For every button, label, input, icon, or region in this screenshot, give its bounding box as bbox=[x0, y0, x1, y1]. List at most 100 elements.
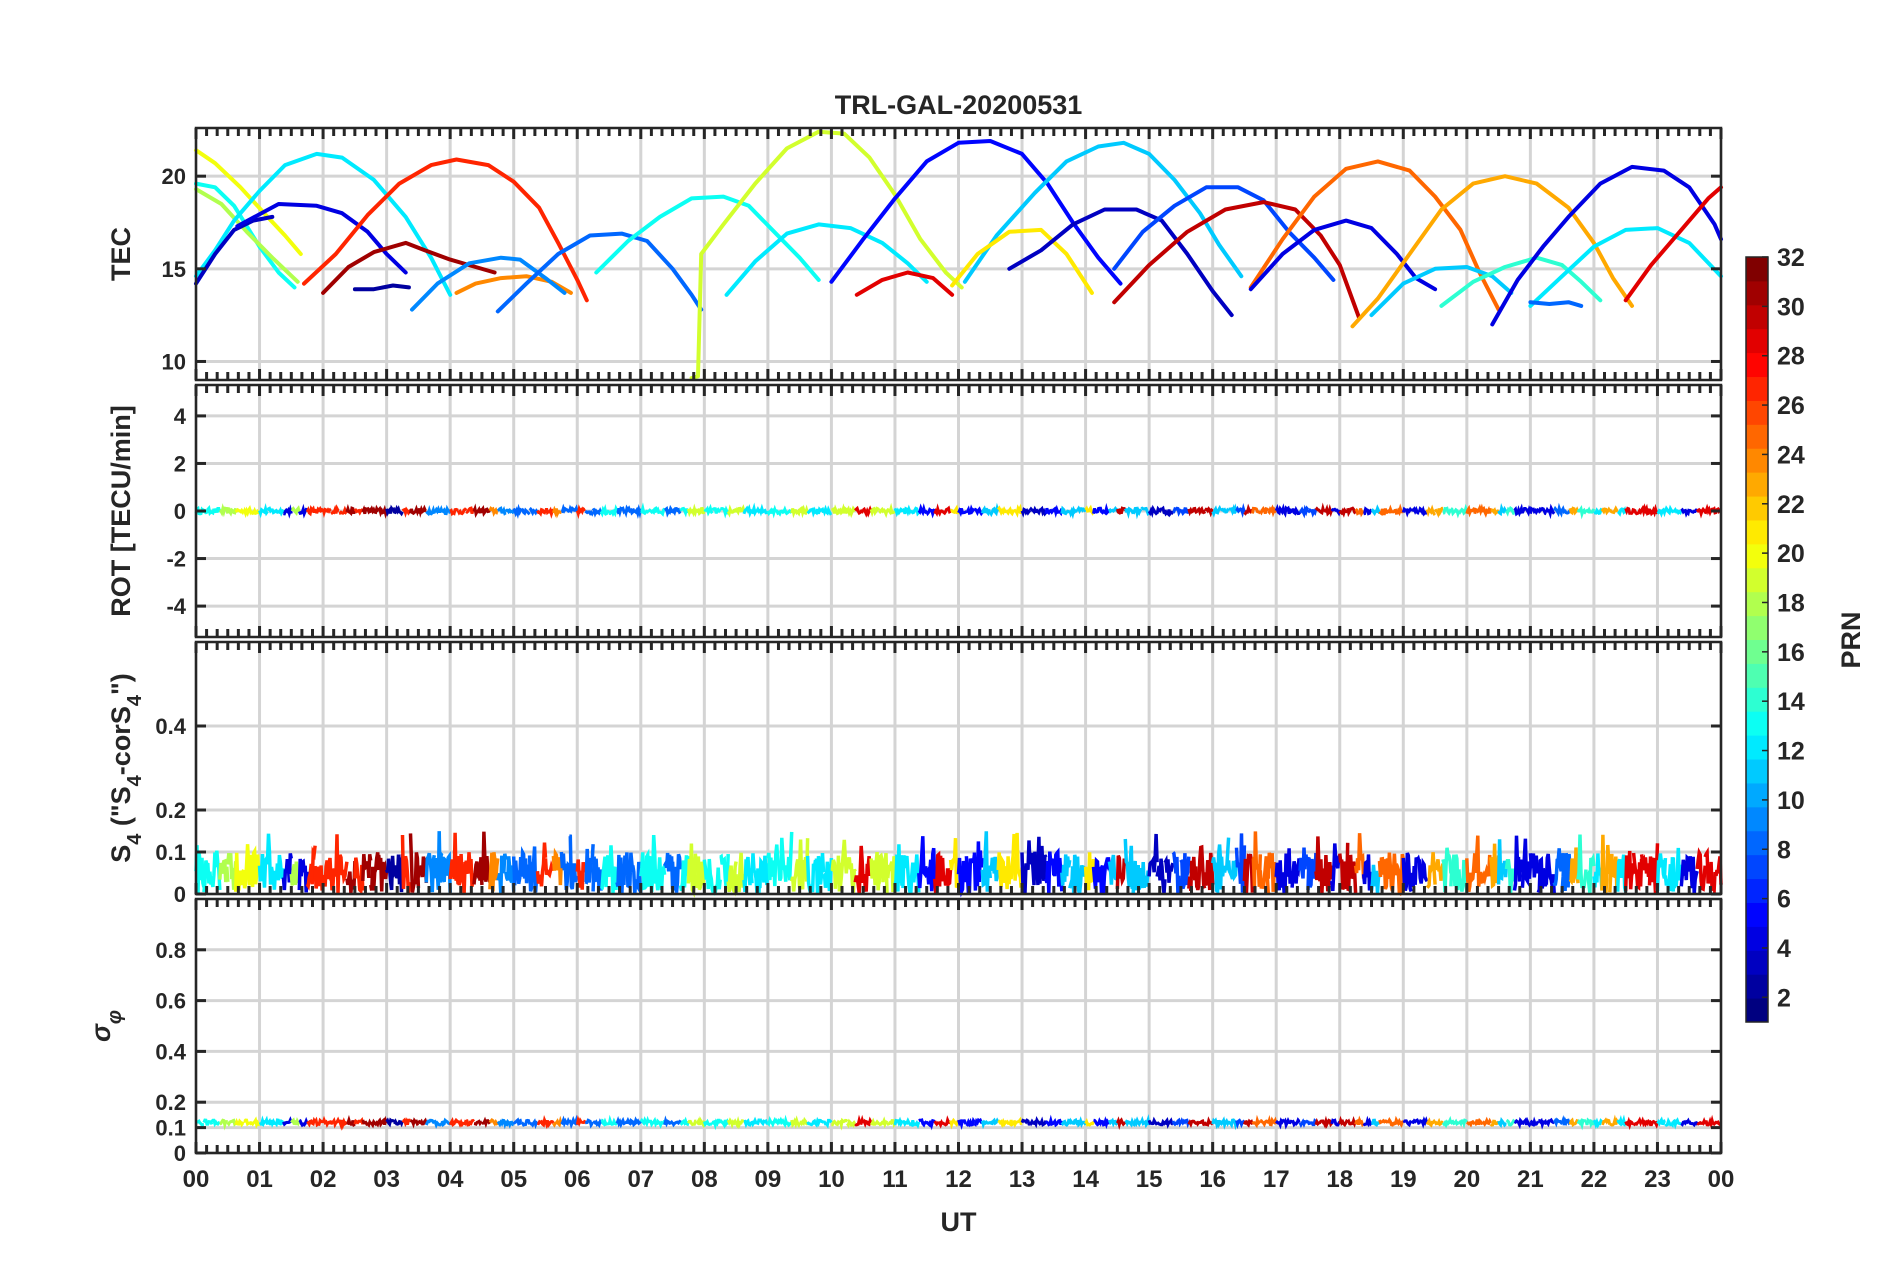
panel-rot-trace bbox=[910, 506, 920, 517]
x-tick-label: 07 bbox=[627, 1166, 654, 1193]
colorbar-swatch bbox=[1746, 400, 1768, 425]
panel-rot-trace bbox=[314, 505, 325, 514]
panel-rot-trace bbox=[401, 506, 412, 518]
panel-s4-trace bbox=[837, 839, 850, 887]
panel-s4-trace bbox=[1330, 843, 1342, 892]
y-tick-label: 0 bbox=[174, 882, 186, 907]
panel-sigma-trace bbox=[282, 1116, 293, 1127]
panel-rot-trace bbox=[211, 507, 222, 516]
panel-sigma-trace bbox=[1449, 1118, 1461, 1127]
panel-sigma-trace bbox=[1560, 1114, 1572, 1127]
tec-series-prn-4 bbox=[1248, 218, 1438, 292]
panel-sigma-trace bbox=[424, 1118, 436, 1126]
panel-rot-trace bbox=[1370, 504, 1381, 517]
panel-sigma-trace bbox=[1314, 1117, 1326, 1127]
panel-rot-trace bbox=[1401, 506, 1413, 518]
x-axis-label: UT bbox=[941, 1207, 977, 1237]
panel-rot-trace bbox=[528, 506, 539, 517]
tec-series-prn-21 bbox=[950, 227, 1094, 295]
panel-s4-trace bbox=[1671, 847, 1684, 889]
panel-sigma-trace bbox=[886, 1119, 897, 1129]
panel-s4-trace bbox=[1425, 852, 1437, 889]
panel-sigma-trace bbox=[655, 1118, 666, 1129]
x-tick-label: 21 bbox=[1517, 1166, 1544, 1193]
colorbar-swatch bbox=[1746, 854, 1768, 880]
panel-rot-trace bbox=[1688, 508, 1698, 514]
panel-rot-trace bbox=[449, 507, 459, 517]
panel-sigma-trace bbox=[481, 1116, 492, 1129]
panel-sigma-trace bbox=[1052, 1118, 1064, 1128]
panel-sigma-trace bbox=[782, 1114, 792, 1129]
panel-sigma-trace bbox=[1330, 1118, 1341, 1127]
panel-sigma-trace bbox=[195, 1119, 205, 1127]
panel-rot-trace bbox=[631, 504, 643, 519]
panel-sigma-trace bbox=[1235, 1118, 1246, 1130]
panel-s4-trace bbox=[448, 832, 460, 885]
panel-sigma-trace bbox=[560, 1115, 571, 1128]
panel-rot-trace bbox=[686, 503, 698, 518]
panel-rot-trace bbox=[1584, 506, 1596, 514]
panel-s4-trace bbox=[305, 845, 317, 891]
panel-rot-trace bbox=[1203, 506, 1214, 518]
panel-sigma-trace bbox=[607, 1114, 618, 1127]
x-ticks bbox=[194, 642, 1723, 896]
panel-s4-trace bbox=[361, 854, 373, 881]
panel-sigma-trace bbox=[806, 1118, 817, 1127]
x-tick-label: 10 bbox=[818, 1166, 845, 1193]
panel-sigma-trace bbox=[592, 1118, 603, 1129]
panel-rot-trace bbox=[1663, 504, 1675, 516]
x-tick-label: 12 bbox=[945, 1166, 972, 1193]
tec-series-prn-12 bbox=[194, 151, 453, 297]
panel-rot: -4 -2 0 2 4 ROT [TECU/min] bbox=[106, 383, 1723, 639]
panel-rot-trace bbox=[266, 506, 277, 515]
panel-sigma-trace bbox=[639, 1115, 651, 1128]
panel-sigma-trace bbox=[702, 1118, 714, 1128]
tec-series-prn-9 bbox=[410, 255, 567, 312]
panel-rot-trace bbox=[345, 503, 357, 517]
y-tick-label: 4 bbox=[174, 404, 187, 429]
panel-rot-trace bbox=[1617, 506, 1628, 517]
x-tick-label: 04 bbox=[437, 1166, 464, 1193]
panel-s4-trace bbox=[996, 852, 1008, 887]
x-ticks bbox=[194, 128, 1723, 380]
panel-sigma-trace bbox=[346, 1114, 356, 1128]
panel-sigma-trace bbox=[1545, 1117, 1556, 1128]
panel-rot-trace bbox=[679, 506, 690, 518]
panel-rot-trace bbox=[988, 502, 1000, 518]
y-axis-label-rot: ROT [TECU/min] bbox=[106, 405, 136, 616]
y-axis-label-sigma: σφ bbox=[86, 1010, 126, 1042]
panel-s4-trace bbox=[1171, 851, 1183, 894]
panel-rot-trace bbox=[1092, 506, 1103, 514]
panel-s4-trace bbox=[289, 861, 302, 886]
tec-series-prn-11 bbox=[962, 140, 1244, 284]
panel-sigma-trace bbox=[663, 1115, 674, 1128]
panel-sigma-trace bbox=[1306, 1118, 1317, 1127]
panel-rot-trace bbox=[1306, 508, 1318, 518]
panel-s4-trace bbox=[543, 858, 555, 879]
panel-rot-trace bbox=[599, 504, 611, 518]
panel-s4-trace bbox=[1251, 831, 1263, 887]
panel-rot-trace bbox=[1107, 505, 1119, 514]
panel-s4-trace bbox=[1552, 848, 1564, 886]
panel-rot-trace bbox=[584, 509, 595, 517]
panel-rot-trace bbox=[1552, 502, 1564, 518]
panel-sigma-trace bbox=[1227, 1118, 1238, 1131]
colorbar-swatch bbox=[1746, 328, 1768, 354]
colorbar-tick-label: 18 bbox=[1777, 589, 1805, 617]
panel-s4-trace bbox=[639, 848, 651, 891]
tec-series-prn-29 bbox=[1623, 185, 1723, 303]
panel-sigma-trace bbox=[250, 1116, 260, 1129]
panel-sigma: 00.10.2 0.4 0.6 0.8 σφ bbox=[86, 897, 1723, 1166]
y-axis-label-part: φ bbox=[104, 1010, 126, 1024]
panel-sigma-trace bbox=[1609, 1114, 1619, 1127]
tec-series-prn-12 bbox=[1528, 226, 1723, 308]
tec-series-prn-25 bbox=[1248, 159, 1501, 312]
colorbar-swatch bbox=[1746, 615, 1768, 640]
panel-sigma-trace bbox=[1044, 1114, 1056, 1127]
tec-series-prn-2 bbox=[352, 283, 411, 292]
panel-s4-trace bbox=[774, 837, 786, 882]
panel-rot-trace bbox=[1028, 505, 1040, 515]
panel-sigma-trace bbox=[1521, 1116, 1532, 1128]
panel-rot-trace bbox=[1648, 503, 1659, 518]
panel-rot-trace bbox=[512, 503, 523, 519]
